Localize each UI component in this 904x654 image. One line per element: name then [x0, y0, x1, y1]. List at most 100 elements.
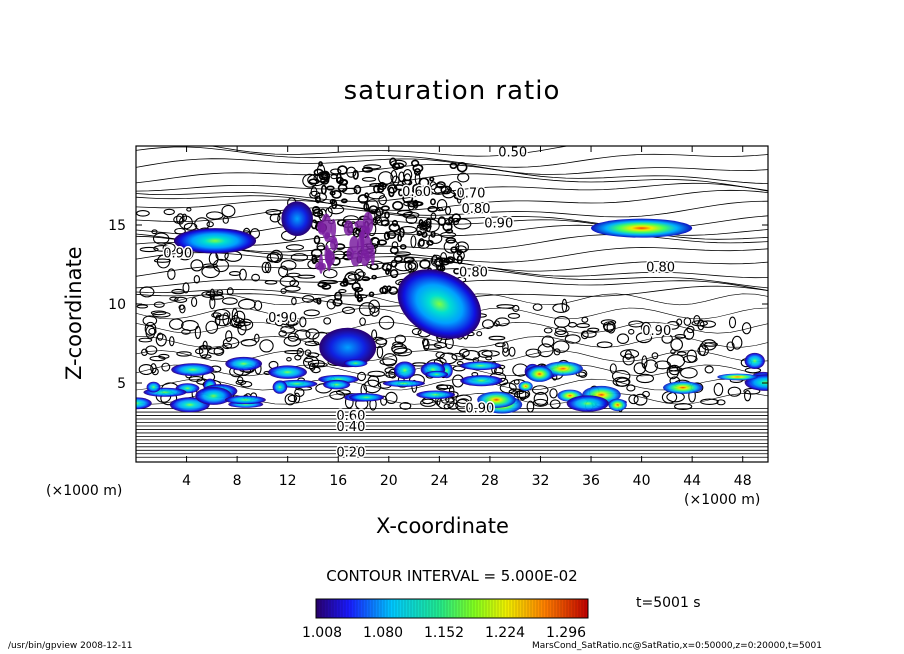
contour-eddy — [280, 325, 296, 334]
chart-title: saturation ratio — [343, 76, 561, 106]
contour-label: 0.40 — [336, 420, 365, 435]
contour-eddy — [731, 335, 743, 350]
contour-eddy — [162, 242, 176, 253]
contour-plume — [311, 206, 321, 214]
contour-eddy — [161, 362, 171, 372]
contour-plume — [449, 162, 458, 170]
contour-plume — [342, 277, 349, 286]
x-axis-ticks: 4 8 12 16 20 24 28 32 36 40 44 48 — [182, 146, 752, 489]
contour-eddy — [266, 252, 282, 263]
contour-eddy — [144, 321, 157, 336]
contour-eddy — [453, 218, 472, 230]
contour-plume — [380, 219, 390, 227]
contour-plume — [308, 178, 320, 185]
contour-eddy — [390, 169, 398, 183]
supersat-plume-cell — [360, 226, 365, 250]
x-tick-label: 12 — [279, 473, 297, 489]
contour-eddy — [286, 357, 292, 362]
contour-plume — [316, 297, 322, 305]
contour-eddy — [297, 274, 316, 279]
contour-eddy — [531, 385, 549, 395]
contour-eddy — [190, 259, 204, 272]
supersat-cell — [744, 352, 765, 369]
contour-eddy — [261, 261, 270, 274]
contour-eddy — [602, 321, 616, 331]
supersat-cell — [543, 361, 583, 376]
contour-eddy — [636, 373, 655, 384]
contour-plume — [386, 230, 397, 240]
supersat-cell — [224, 395, 266, 405]
contour-plume — [426, 239, 434, 246]
contour-eddy — [193, 274, 201, 284]
contour-plume — [419, 259, 431, 270]
contour-plume — [436, 181, 446, 189]
contour-eddy — [682, 355, 698, 364]
contour-eddy — [371, 329, 378, 341]
contour-plume — [313, 168, 324, 177]
contour-plume — [393, 255, 403, 263]
contour-line — [136, 163, 768, 184]
contour-eddy — [228, 270, 241, 277]
contour-plume — [448, 216, 454, 224]
contour-label: 0.80 — [462, 202, 491, 217]
contour-eddy — [145, 345, 158, 355]
supersat-cell — [518, 381, 533, 392]
contour-eddy — [628, 394, 639, 405]
contour-plume — [318, 161, 323, 167]
contour-label: 0.90 — [465, 401, 494, 416]
contour-eddy — [225, 330, 233, 343]
supersat-cell — [416, 390, 456, 400]
contour-eddy — [533, 391, 549, 406]
colorbar-stripes — [317, 600, 586, 617]
contour-label: 0.90 — [268, 311, 297, 326]
contour-plume — [391, 219, 399, 227]
contour-line — [136, 173, 768, 192]
colorbar — [315, 598, 589, 619]
contour-eddy — [251, 273, 261, 282]
contour-eddy — [235, 379, 247, 386]
contour-eddy — [139, 286, 155, 298]
contour-eddy — [299, 316, 307, 328]
contour-eddy — [564, 334, 581, 344]
contour-eddy — [314, 192, 327, 202]
contour-plume — [375, 207, 384, 217]
contour-eddy — [361, 176, 377, 182]
supersat-cell — [323, 379, 351, 390]
contour-eddy — [700, 398, 719, 405]
supersat-cell — [348, 393, 385, 402]
supersat-cell — [526, 366, 553, 382]
contour-label: 0.90 — [163, 246, 192, 261]
colorbar-ticks: 1.008 1.080 1.152 1.224 1.296 — [302, 625, 586, 641]
contour-eddy — [375, 338, 388, 345]
contour-eddy — [425, 221, 432, 232]
contour-plume — [413, 199, 419, 209]
supersat-cell — [195, 386, 232, 405]
contour-eddy — [178, 304, 185, 310]
contour-eddy — [728, 316, 737, 329]
contour-eddy — [512, 304, 520, 312]
contour-eddy — [643, 359, 658, 374]
contour-label: 0.90 — [484, 216, 513, 231]
contour-eddy — [600, 319, 617, 326]
contour-eddy — [651, 352, 659, 360]
x-tick-label: 28 — [481, 473, 499, 489]
supersat-plume-cell — [349, 235, 359, 253]
contour-eddy — [183, 222, 198, 231]
contour-eddy — [153, 301, 165, 308]
supersat-plume-cell — [362, 211, 374, 234]
contour-plume — [376, 239, 388, 246]
contour-eddy — [155, 333, 167, 347]
contour-eddy — [222, 216, 229, 224]
contour-line — [136, 189, 768, 211]
contour-eddy — [575, 371, 587, 377]
contour-eddy — [391, 241, 399, 249]
contour-eddy — [283, 335, 302, 347]
contour-eddy — [173, 215, 184, 224]
supersat-cell — [459, 361, 502, 371]
contour-eddy — [526, 400, 535, 413]
contour-plume — [371, 274, 377, 280]
contour-plume — [456, 254, 463, 265]
contour-eddy — [278, 330, 287, 337]
contour-eddy — [285, 244, 305, 251]
contour-eddy — [532, 398, 549, 407]
